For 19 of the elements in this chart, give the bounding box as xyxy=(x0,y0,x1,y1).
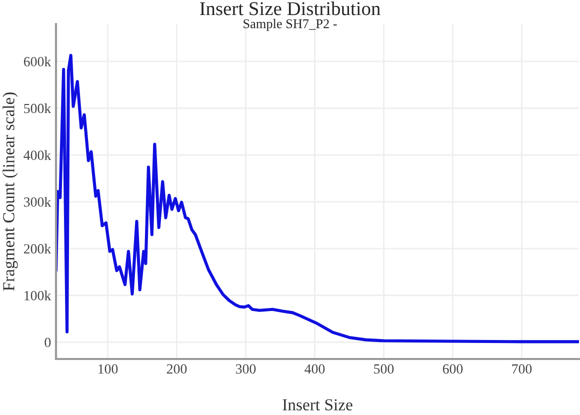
chart-subtitle: Sample SH7_P2 - xyxy=(244,18,337,31)
x-tick-label: 400 xyxy=(304,364,325,374)
y-tick-label: 0 xyxy=(44,338,51,348)
y-tick-label: 300k xyxy=(24,196,52,207)
line-series xyxy=(56,54,579,344)
x-tick-label: 200 xyxy=(166,364,187,374)
chart-title: Insert Size Distribution xyxy=(200,2,380,16)
y-tick-label: 200k xyxy=(24,244,52,254)
x-tick-label: 500 xyxy=(374,364,394,374)
y-tick-label: 600k xyxy=(24,56,52,66)
y-tick-label: 500k xyxy=(24,103,52,114)
x-tick-label: 600 xyxy=(442,364,463,374)
y-tick-label: 100k xyxy=(24,290,52,300)
x-tick-label: 700 xyxy=(512,364,532,374)
x-axis-title: Insert Size xyxy=(282,399,352,410)
y-axis-title: Fragment Count (linear scale) xyxy=(2,92,18,291)
x-tick-label: 300 xyxy=(236,364,256,374)
x-tick-label: 100 xyxy=(98,364,118,374)
y-tick-label: 400k xyxy=(24,150,52,160)
